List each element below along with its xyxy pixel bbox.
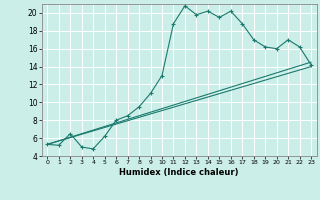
X-axis label: Humidex (Indice chaleur): Humidex (Indice chaleur) — [119, 168, 239, 177]
